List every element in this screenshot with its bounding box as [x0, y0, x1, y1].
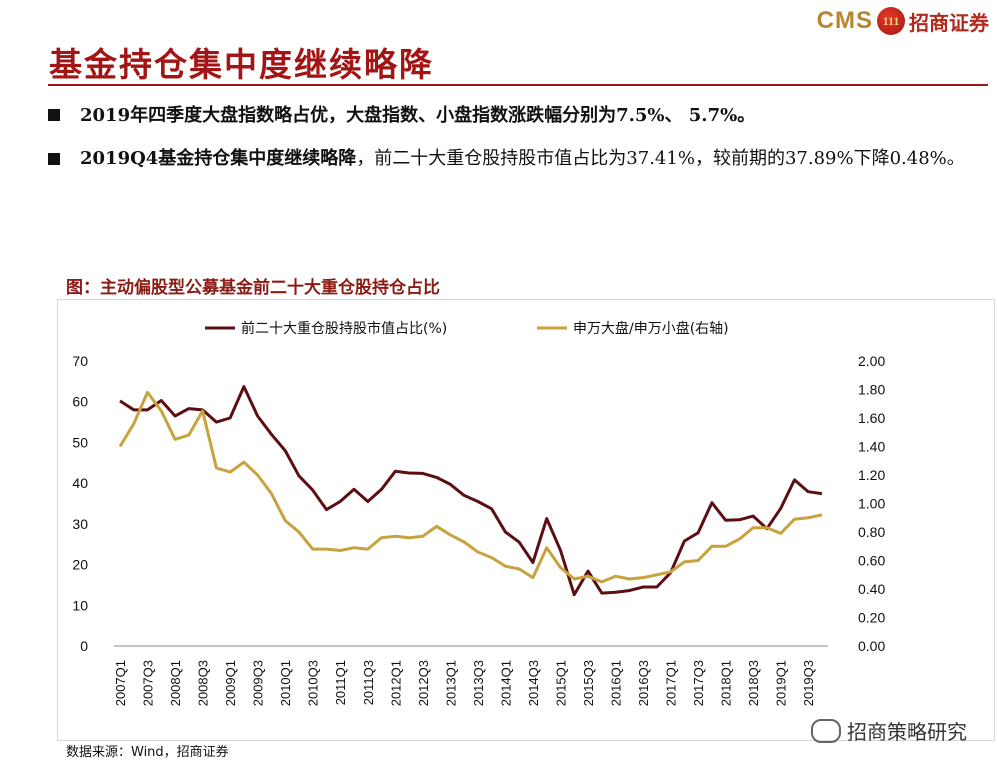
chart-frame — [57, 299, 995, 741]
x-tick-label: 2014Q1 — [498, 660, 513, 706]
y-right-tick-label: 1.80 — [858, 382, 885, 398]
y-right-tick-label: 2.00 — [858, 353, 885, 369]
logo-cms-text: CMS — [816, 7, 873, 34]
y-right-tick-label: 1.00 — [858, 496, 885, 512]
x-tick-label: 2018Q3 — [746, 660, 761, 706]
x-tick-label: 2018Q1 — [719, 660, 734, 706]
y-left-tick-label: 40 — [72, 475, 88, 491]
x-tick-label: 2016Q3 — [636, 660, 651, 706]
x-tick-label: 2017Q1 — [664, 660, 679, 706]
x-tick-label: 2007Q1 — [113, 660, 128, 706]
bullet-2-text: ，前二十大重仓股持股市值占比为37.41%，较前期的37.89%下降0.48%。 — [356, 148, 965, 169]
y-right-tick-label: 0.40 — [858, 581, 885, 597]
x-tick-label: 2014Q3 — [526, 660, 541, 706]
bullet-square-icon — [48, 109, 60, 121]
x-tick-label: 2011Q3 — [361, 660, 376, 705]
y-right-tick-label: 0.00 — [858, 638, 885, 654]
y-left-tick-label: 50 — [72, 434, 88, 450]
y-left-tick-label: 30 — [72, 516, 88, 532]
y-right-tick-label: 0.60 — [858, 553, 885, 569]
legend-label-2: 申万大盘/申万小盘(右轴) — [573, 320, 729, 337]
x-tick-label: 2015Q1 — [553, 660, 568, 706]
x-tick-label: 2008Q1 — [168, 660, 183, 706]
title-divider — [48, 84, 988, 86]
x-tick-label: 2019Q3 — [801, 660, 816, 706]
x-tick-label: 2007Q3 — [141, 660, 156, 706]
y-right-tick-label: 0.80 — [858, 524, 885, 540]
bullet-square-icon — [48, 153, 60, 165]
x-tick-label: 2013Q1 — [443, 660, 458, 706]
y-left-tick-label: 0 — [80, 638, 88, 654]
x-tick-label: 2019Q1 — [774, 660, 789, 706]
x-tick-label: 2008Q3 — [196, 660, 211, 706]
brand-logo: CMS 111 招商证券 — [817, 6, 989, 36]
x-tick-label: 2009Q1 — [223, 660, 238, 706]
bullet-2-bold: 2019Q4基金持仓集中度继续略降 — [80, 148, 357, 169]
x-tick-label: 2009Q3 — [251, 660, 266, 706]
series-line-1 — [119, 385, 823, 597]
bullet-1-bold: 2019年四季度大盘指数略占优，大盘指数、小盘指数涨跌幅分别为7.5%、 5.7… — [80, 105, 756, 126]
y-right-tick-label: 1.20 — [858, 467, 885, 483]
x-tick-label: 2011Q1 — [333, 660, 348, 705]
watermark-text: 招商策略研究 — [847, 720, 967, 744]
x-tick-label: 2015Q3 — [581, 660, 596, 706]
wechat-icon — [811, 718, 841, 743]
x-tick-label: 2016Q1 — [609, 660, 624, 706]
y-right-tick-label: 1.60 — [858, 410, 885, 426]
bullet-item-1: 2019年四季度大盘指数略占优，大盘指数、小盘指数涨跌幅分别为7.5%、 5.7… — [46, 94, 976, 138]
y-left-tick-label: 60 — [72, 394, 88, 410]
x-tick-label: 2010Q3 — [306, 660, 321, 706]
x-tick-label: 2017Q3 — [691, 660, 706, 706]
logo-emblem-icon: 111 — [877, 7, 905, 35]
bullet-item-2: 2019Q4基金持仓集中度继续略降，前二十大重仓股持股市值占比为37.41%，较… — [46, 138, 976, 180]
y-right-tick-label: 1.40 — [858, 439, 885, 455]
y-left-tick-label: 20 — [72, 557, 88, 573]
bullet-list: 2019年四季度大盘指数略占优，大盘指数、小盘指数涨跌幅分别为7.5%、 5.7… — [46, 94, 976, 180]
x-tick-label: 2012Q3 — [416, 660, 431, 706]
logo-company-name: 招商证券 — [909, 10, 989, 35]
wechat-watermark: 招商策略研究 — [811, 716, 967, 745]
series-line-2 — [118, 390, 823, 584]
y-right-tick-label: 0.20 — [858, 610, 885, 626]
x-tick-label: 2010Q1 — [278, 660, 293, 706]
x-tick-label: 2012Q1 — [388, 660, 403, 706]
page-title: 基金持仓集中度继续略降 — [49, 45, 434, 84]
y-left-tick-label: 70 — [72, 353, 88, 369]
data-source-note: 数据来源：Wind，招商证券 — [66, 745, 229, 760]
y-left-tick-label: 10 — [72, 597, 88, 613]
legend-label-1: 前二十大重仓股持股市值占比(%) — [241, 320, 447, 337]
x-tick-label: 2013Q3 — [471, 660, 486, 706]
chart-title: 图：主动偏股型公募基金前二十大重仓股持仓占比 — [66, 278, 440, 298]
